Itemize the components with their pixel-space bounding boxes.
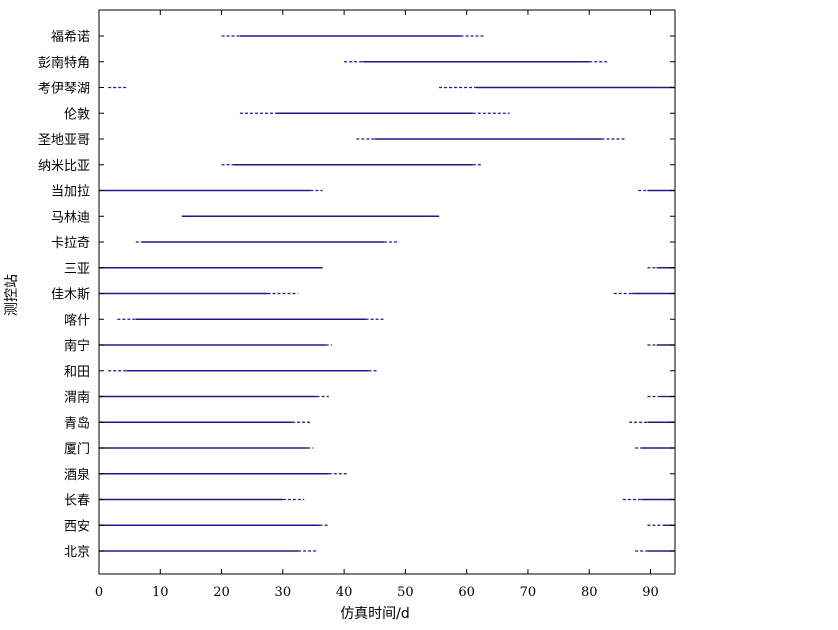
station-label: 彭南特角 <box>38 55 90 71</box>
x-tick-label: 0 <box>95 585 103 600</box>
station-label: 福希诺 <box>51 30 90 45</box>
x-tick-label: 60 <box>458 585 475 600</box>
station-label: 纳米比亚 <box>38 159 90 174</box>
station-label: 三亚 <box>64 262 90 277</box>
x-tick-label: 10 <box>152 585 169 600</box>
x-tick-label: 30 <box>275 585 292 600</box>
x-axis-title: 仿真时间/d <box>340 606 410 622</box>
station-label: 厦门 <box>64 442 90 457</box>
station-label: 西安 <box>64 519 90 534</box>
station-label: 长春 <box>64 494 90 509</box>
x-tick-label: 50 <box>397 585 414 600</box>
station-label: 渭南 <box>64 390 90 406</box>
x-axis-ticks: 0 10 20 30 40 50 60 70 80 90 <box>95 10 659 600</box>
station-label: 南宁 <box>64 338 90 354</box>
plot-frame <box>98 9 676 575</box>
x-tick-label: 90 <box>642 585 659 600</box>
station-label: 伦敦 <box>64 106 90 122</box>
station-label: 马林迪 <box>51 210 90 225</box>
station-label: 圣地亚哥 <box>38 133 90 148</box>
bars-layer <box>99 35 675 552</box>
y-axis-title: 测控站 <box>4 274 20 316</box>
x-tick-label: 20 <box>213 585 230 600</box>
y-axis-ticks: 福希诺彭南特角考伊琴湖伦敦圣地亚哥纳米比亚当加拉马林迪卡拉奇三亚佳木斯喀什南宁和… <box>38 30 675 560</box>
station-label: 卡拉奇 <box>51 235 90 251</box>
station-label: 北京 <box>64 545 90 560</box>
station-label: 青岛 <box>64 415 90 431</box>
station-label: 喀什 <box>64 312 90 328</box>
x-tick-label: 40 <box>336 585 353 600</box>
station-label: 当加拉 <box>51 185 90 200</box>
station-label: 考伊琴湖 <box>38 82 90 97</box>
x-tick-label: 70 <box>520 585 537 600</box>
x-tick-label: 80 <box>581 585 598 600</box>
station-label: 和田 <box>64 365 90 380</box>
station-label: 酒泉 <box>64 467 90 483</box>
station-label: 佳木斯 <box>51 288 90 303</box>
